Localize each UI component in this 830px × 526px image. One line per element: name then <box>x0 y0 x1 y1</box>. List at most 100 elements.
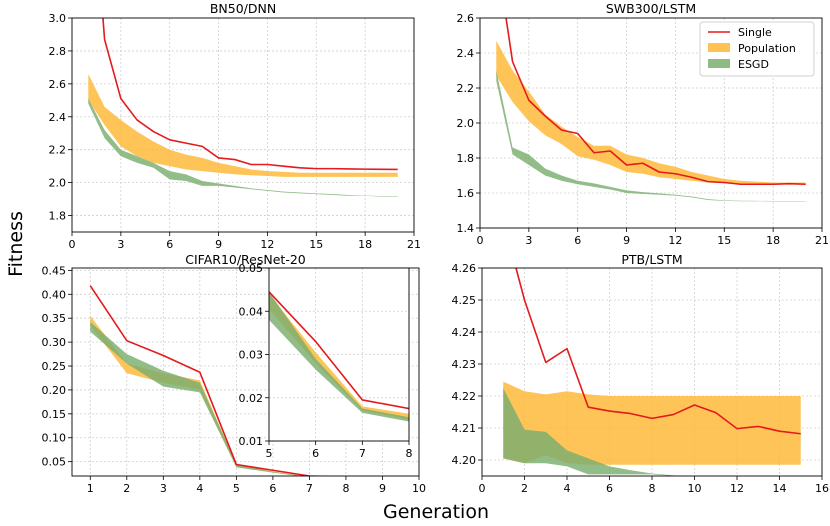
ptb-xtick-label-1: 2 <box>521 482 528 495</box>
cifar10-xtick-label-7: 8 <box>342 482 349 495</box>
ptb-ytick-label-5: 4.25 <box>452 294 477 307</box>
swb300-xtick-label-2: 6 <box>574 234 581 247</box>
cifar10-xtick-label-0: 1 <box>87 482 94 495</box>
swb300-ytick-label-1: 1.6 <box>457 187 475 200</box>
bn50-xtick-label-7: 21 <box>407 238 421 251</box>
bn50-ytick-label-1: 2.0 <box>49 177 67 190</box>
cifar10-xtick-label-6: 7 <box>306 482 313 495</box>
panel-bn50: 0 3 6 9 12 15 18 21 1.8 2.0 2.2 2.4 2.6 2.8 3.0 BN50/DN… <box>49 1 422 251</box>
cifar10-ytick-label-6: 0.35 <box>42 312 67 325</box>
cifar10-xtick-label-8: 9 <box>379 482 386 495</box>
legend-single-label: Single <box>738 26 772 39</box>
ptb-xtick-label-5: 10 <box>688 482 702 495</box>
ptb-ytick-label-0: 4.20 <box>452 454 477 467</box>
cifar10-ytick-label-3: 0.20 <box>42 384 67 397</box>
ptb-ytick-label-3: 4.23 <box>452 358 477 371</box>
swb300-xtick-label-0: 0 <box>477 234 484 247</box>
ptb-plot-area <box>503 268 801 476</box>
ptb-xtick-label-8: 16 <box>815 482 829 495</box>
swb300-single-line <box>505 18 806 186</box>
swb300-ytick-label-5: 2.4 <box>457 47 475 60</box>
ptb-xtick-label-3: 6 <box>606 482 613 495</box>
ptb-population-band <box>503 381 801 465</box>
panel-cifar10-inset: 5 6 7 8 0.01 0.02 0.03 0.04 0.05 <box>239 262 413 460</box>
swb300-ytick-label-4: 2.2 <box>457 82 475 95</box>
y-axis-label: Fitness <box>5 211 27 277</box>
ptb-xtick-label-6: 12 <box>730 482 744 495</box>
bn50-xtick-label-6: 18 <box>358 238 372 251</box>
bn50-ytick-label-4: 2.6 <box>49 78 67 91</box>
legend-population-swatch <box>708 43 730 52</box>
legend-population-label: Population <box>738 42 796 55</box>
cifar10-inset-xtick-label-3: 8 <box>406 447 413 460</box>
cifar10-plot-area <box>89 285 340 476</box>
bn50-ytick-label-5: 2.8 <box>49 45 67 58</box>
bn50-xtick-label-1: 3 <box>117 238 124 251</box>
cifar10-ytick-label-0: 0.05 <box>42 456 67 469</box>
bn50-xtick-label-3: 9 <box>215 238 222 251</box>
cifar10-xtick-label-3: 4 <box>196 482 203 495</box>
cifar10-inset-xtick-label-2: 7 <box>359 447 366 460</box>
cifar10-ytick-label-7: 0.40 <box>42 288 67 301</box>
cifar10-xtick-label-5: 6 <box>269 482 276 495</box>
swb300-xtick-label-5: 15 <box>717 234 731 247</box>
ptb-xtick-label-0: 0 <box>479 482 486 495</box>
legend-esgd-swatch <box>708 59 730 68</box>
cifar10-inset-single-line <box>269 291 409 410</box>
legend: Single Population ESGD <box>699 21 815 77</box>
legend-esgd-label: ESGD <box>738 58 769 71</box>
swb300-xtick-label-4: 12 <box>668 234 682 247</box>
cifar10-xtick-label-2: 3 <box>160 482 167 495</box>
bn50-title: BN50/DNN <box>210 1 276 16</box>
swb300-ytick-label-0: 1.4 <box>457 222 475 235</box>
panel-ptb: 0 2 4 6 8 10 12 14 16 4.20 4.21 4.22 4.23 4.24 4.25 4.2… <box>452 252 830 495</box>
swb300-population-band <box>496 40 806 185</box>
cifar10-ytick-label-8: 0.45 <box>42 264 67 277</box>
cifar10-inset-ytick-label-1: 0.02 <box>239 392 264 405</box>
cifar10-axes-frame <box>71 267 420 477</box>
bn50-xtick-label-0: 0 <box>69 238 76 251</box>
ptb-title: PTB/LSTM <box>621 252 682 267</box>
ptb-single-line <box>515 268 801 435</box>
cifar10-xtick-label-4: 5 <box>233 482 240 495</box>
cifar10-ytick-label-1: 0.10 <box>42 432 67 445</box>
swb300-title: SWB300/LSTM <box>606 1 696 16</box>
cifar10-inset-ytick-label-0: 0.01 <box>239 435 264 448</box>
swb300-xtick-label-3: 9 <box>623 234 630 247</box>
cifar10-single-line <box>89 285 340 476</box>
swb300-xtick-label-7: 21 <box>815 234 829 247</box>
ptb-xtick-label-2: 4 <box>564 482 571 495</box>
cifar10-inset-ytick-label-2: 0.03 <box>239 349 264 362</box>
bn50-single-line <box>102 18 398 171</box>
swb300-xtick-label-1: 3 <box>525 234 532 247</box>
bn50-population-band <box>88 73 398 177</box>
cifar10-ytick-label-2: 0.15 <box>42 408 67 421</box>
swb300-xtick-label-6: 18 <box>766 234 780 247</box>
ptb-xtick-label-4: 8 <box>649 482 656 495</box>
bn50-xtick-label-5: 15 <box>309 238 323 251</box>
swb300-ytick-label-2: 1.8 <box>457 152 475 165</box>
bn50-xtick-label-2: 6 <box>166 238 173 251</box>
ptb-ytick-label-6: 4.26 <box>452 262 477 275</box>
ptb-ytick-label-4: 4.24 <box>452 326 477 339</box>
cifar10-inset-xtick-label-1: 6 <box>312 447 319 460</box>
bn50-xtick-label-4: 12 <box>260 238 274 251</box>
cifar10-title: CIFAR10/ResNet-20 <box>185 252 306 267</box>
bn50-ytick-label-0: 1.8 <box>49 210 67 223</box>
swb300-ytick-label-3: 2.0 <box>457 117 475 130</box>
ptb-esgd-band <box>503 388 684 476</box>
bn50-esgd-band <box>88 98 398 197</box>
ptb-ytick-label-1: 4.21 <box>452 422 477 435</box>
bn50-axes-frame <box>71 17 415 233</box>
ptb-ytick-label-2: 4.22 <box>452 390 477 403</box>
swb300-plot-area <box>496 18 806 202</box>
cifar10-ytick-label-5: 0.30 <box>42 336 67 349</box>
bn50-ytick-label-6: 3.0 <box>49 12 67 25</box>
bn50-background <box>72 18 414 232</box>
bn50-ytick-label-2: 2.2 <box>49 144 67 157</box>
cifar10-inset-ytick-label-4: 0.05 <box>239 262 264 275</box>
swb300-ytick-label-6: 2.6 <box>457 12 475 25</box>
x-axis-label: Generation <box>383 501 489 523</box>
cifar10-inset-ytick-label-3: 0.04 <box>239 305 264 318</box>
